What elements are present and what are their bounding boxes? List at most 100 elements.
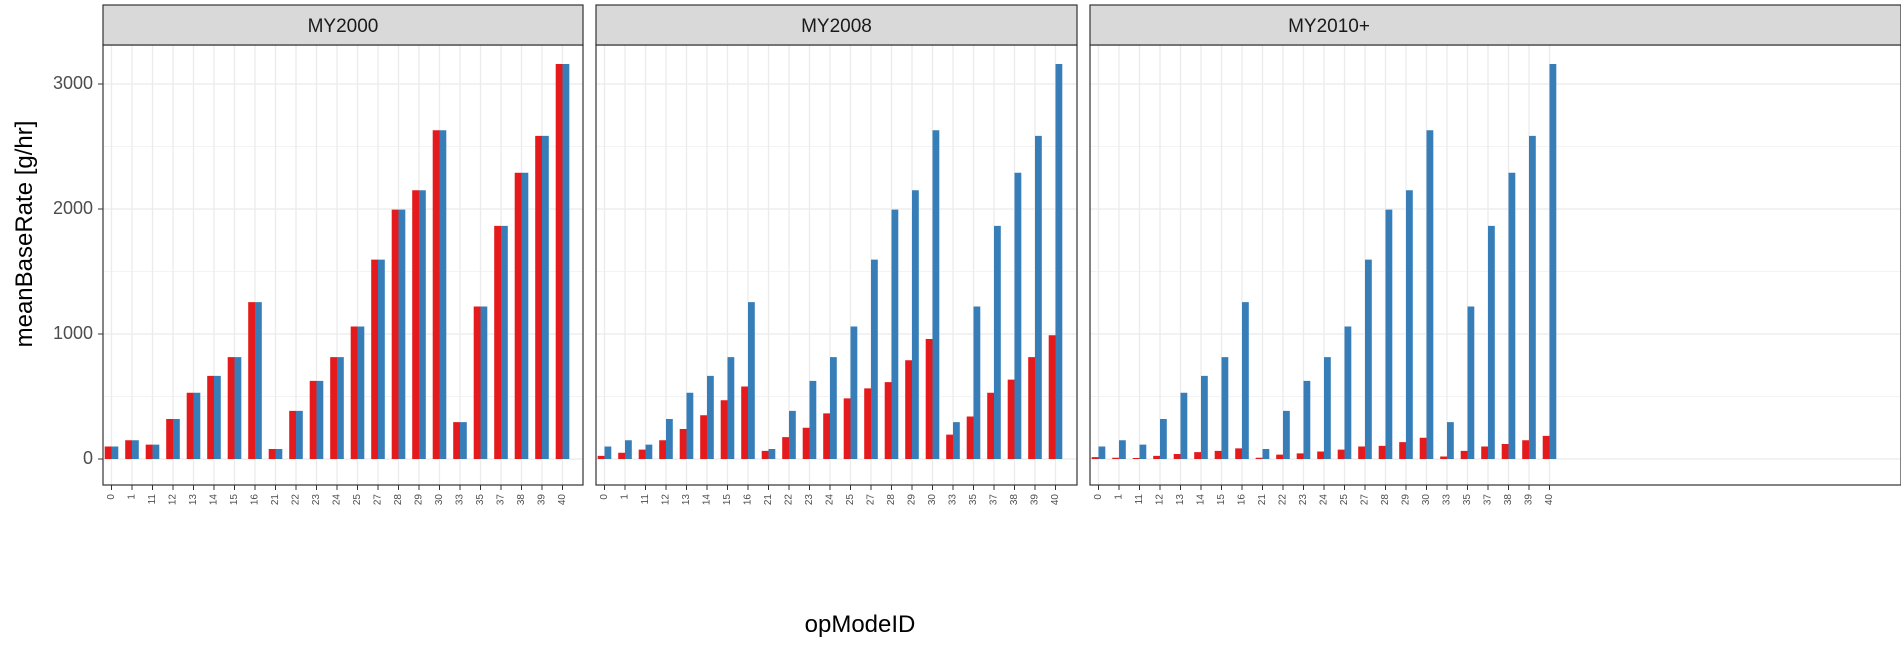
bar-blue-40 xyxy=(1549,64,1557,459)
bar-red-38 xyxy=(1007,379,1015,459)
bar-blue-39 xyxy=(542,135,549,459)
bar-red-40 xyxy=(555,64,563,459)
bar-blue-40 xyxy=(562,64,570,459)
bar-red-28 xyxy=(1378,445,1386,459)
bar-blue-15 xyxy=(1221,357,1229,459)
bar-blue-0 xyxy=(604,446,612,459)
y-axis: 0 1000 2000 3000 xyxy=(53,73,103,468)
x-tick-label: 12 xyxy=(168,494,179,506)
bar-blue-27 xyxy=(871,259,878,459)
x-tick-label: 14 xyxy=(1196,494,1207,506)
bar-blue-25 xyxy=(850,326,858,459)
x-tick-label: 23 xyxy=(804,494,815,506)
bar-red-14 xyxy=(700,415,707,459)
bar-blue-35 xyxy=(1467,306,1475,459)
bar-blue-12 xyxy=(173,419,180,459)
x-tick-label: 30 xyxy=(927,494,938,506)
x-tick-label: 24 xyxy=(1319,494,1330,506)
x-tick-label: 21 xyxy=(1257,494,1268,506)
x-axis-title: opModeID xyxy=(805,611,916,638)
x-tick-label: 21 xyxy=(763,494,774,506)
bar-blue-12 xyxy=(666,419,673,459)
bar-blue-0 xyxy=(1098,446,1106,459)
bar-blue-39 xyxy=(1035,135,1042,459)
bar-red-0 xyxy=(597,455,605,459)
bar-red-21 xyxy=(761,450,769,459)
x-tick-label: 27 xyxy=(866,494,877,506)
bar-red-28 xyxy=(884,382,892,459)
bar-blue-13 xyxy=(1180,392,1188,459)
x-tick-label: 0 xyxy=(106,494,117,500)
bar-blue-28 xyxy=(398,209,406,459)
x-tick-label: 16 xyxy=(1237,494,1248,506)
bar-blue-11 xyxy=(152,444,160,459)
x-tick-label: 30 xyxy=(434,494,445,506)
bar-blue-40 xyxy=(1055,64,1063,459)
bar-red-37 xyxy=(987,392,994,459)
bar-red-13 xyxy=(679,429,687,459)
x-tick-label: 23 xyxy=(1298,494,1309,506)
bar-red-30 xyxy=(1419,437,1427,459)
x-tick-label: 29 xyxy=(907,494,918,506)
x-tick-label: 1 xyxy=(1114,494,1125,500)
x-tick-label: 16 xyxy=(743,494,754,506)
bar-blue-24 xyxy=(830,357,837,459)
bar-blue-25 xyxy=(357,326,365,459)
bar-blue-21 xyxy=(768,449,776,459)
bar-blue-29 xyxy=(1406,190,1413,459)
x-tick-label: 11 xyxy=(640,494,651,505)
bar-blue-13 xyxy=(193,392,201,459)
x-tick-label: 37 xyxy=(1483,494,1494,506)
bar-red-11 xyxy=(1132,458,1140,459)
bar-blue-1 xyxy=(625,440,632,459)
facet-strip xyxy=(102,4,584,46)
x-tick-label: 14 xyxy=(209,494,220,506)
x-tick-label: 28 xyxy=(1380,494,1391,506)
x-tick-label: 33 xyxy=(455,494,466,506)
x-tick-label: 13 xyxy=(681,494,692,506)
bar-red-24 xyxy=(823,413,830,459)
x-tick-label: 24 xyxy=(332,494,343,506)
bar-red-24 xyxy=(330,357,337,459)
bar-blue-38 xyxy=(1508,172,1516,459)
x-tick-label: 39 xyxy=(537,494,548,506)
bar-blue-30 xyxy=(439,130,447,459)
bar-red-12 xyxy=(1153,455,1160,459)
x-tick-label: 33 xyxy=(948,494,959,506)
bar-red-33 xyxy=(1440,456,1447,459)
x-tick-label: 28 xyxy=(393,494,404,506)
bar-red-33 xyxy=(453,422,460,459)
bar-red-1 xyxy=(618,452,625,459)
bar-red-0 xyxy=(1091,457,1099,459)
bar-blue-13 xyxy=(686,392,694,459)
bar-blue-15 xyxy=(234,357,242,459)
bar-blue-22 xyxy=(1283,410,1290,459)
bar-blue-39 xyxy=(1529,135,1536,459)
bar-red-22 xyxy=(782,437,789,459)
panel-3: MY2010+0 1 11 12 13 14 15 16 21 22 23 24 25 27 28 29 30 3… xyxy=(1089,4,1901,506)
bar-red-14 xyxy=(1194,452,1201,459)
x-tick-label: 14 xyxy=(702,494,713,506)
bar-red-38 xyxy=(514,172,522,459)
y-tick-label: 2000 xyxy=(53,198,93,218)
x-tick-label: 33 xyxy=(1442,494,1453,506)
bar-red-12 xyxy=(166,419,173,459)
y-tick-label: 0 xyxy=(83,448,93,468)
bar-red-23 xyxy=(1296,453,1304,459)
bar-red-16 xyxy=(1235,448,1242,459)
bar-blue-22 xyxy=(789,410,796,459)
x-tick-label: 38 xyxy=(516,494,527,506)
x-tick-label: 30 xyxy=(1421,494,1432,506)
bar-blue-21 xyxy=(1262,449,1270,459)
x-tick-label: 0 xyxy=(1093,494,1104,500)
bar-red-27 xyxy=(1358,446,1365,459)
bar-blue-1 xyxy=(132,440,139,459)
bar-blue-1 xyxy=(1119,440,1126,459)
bar-red-25 xyxy=(350,326,358,459)
x-tick-label: 35 xyxy=(475,494,486,506)
bar-red-15 xyxy=(227,357,235,459)
x-tick-label: 38 xyxy=(1503,494,1514,506)
bar-blue-38 xyxy=(521,172,529,459)
bar-blue-37 xyxy=(994,225,1001,459)
